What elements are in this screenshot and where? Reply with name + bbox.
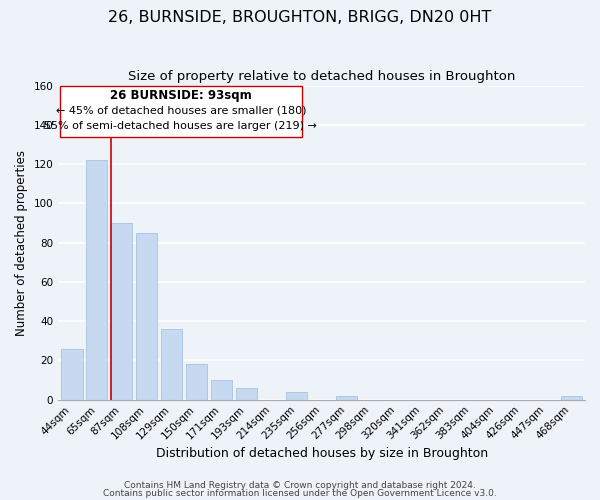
Text: 55% of semi-detached houses are larger (219) →: 55% of semi-detached houses are larger (… (44, 121, 317, 131)
Text: ← 45% of detached houses are smaller (180): ← 45% of detached houses are smaller (18… (56, 105, 306, 115)
FancyBboxPatch shape (60, 86, 302, 136)
Bar (186, 364, 208, 400)
Bar (61, 348, 83, 400)
Bar (111, 223, 133, 400)
Bar (336, 396, 357, 400)
Bar (86, 160, 107, 400)
Text: 26, BURNSIDE, BROUGHTON, BRIGG, DN20 0HT: 26, BURNSIDE, BROUGHTON, BRIGG, DN20 0HT (109, 10, 491, 25)
Title: Size of property relative to detached houses in Broughton: Size of property relative to detached ho… (128, 70, 515, 83)
Bar (136, 233, 157, 400)
X-axis label: Distribution of detached houses by size in Broughton: Distribution of detached houses by size … (155, 447, 488, 460)
Y-axis label: Number of detached properties: Number of detached properties (15, 150, 28, 336)
Bar (211, 380, 232, 400)
Bar (560, 396, 582, 400)
Text: Contains HM Land Registry data © Crown copyright and database right 2024.: Contains HM Land Registry data © Crown c… (124, 481, 476, 490)
Text: 26 BURNSIDE: 93sqm: 26 BURNSIDE: 93sqm (110, 90, 251, 102)
Bar (236, 388, 257, 400)
Bar (286, 392, 307, 400)
Bar (161, 329, 182, 400)
Text: Contains public sector information licensed under the Open Government Licence v3: Contains public sector information licen… (103, 488, 497, 498)
